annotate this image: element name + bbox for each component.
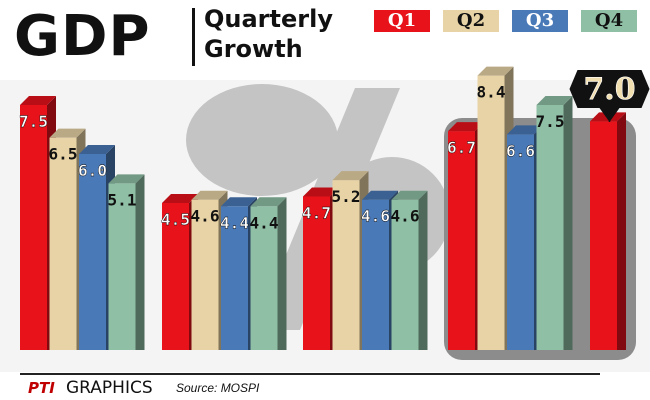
header: GDP Quarterly Growth Q1 Q2 Q3 Q4 bbox=[0, 0, 650, 80]
bar-value-label: 4.4 bbox=[220, 213, 249, 232]
bar-front bbox=[191, 199, 219, 350]
bar-q4-group-1: 5.1 bbox=[108, 174, 145, 350]
bar-value-label: 5.1 bbox=[108, 190, 137, 209]
bar-value-label: 4.6 bbox=[391, 207, 420, 226]
percent-symbol-top-circle bbox=[186, 84, 338, 196]
bar-front bbox=[108, 183, 136, 350]
bar-value-label: 4.4 bbox=[250, 213, 279, 232]
bar-top bbox=[303, 187, 339, 197]
bar-q3-group-4: 6.6 bbox=[506, 125, 543, 351]
bar-q2-group-1: 6.5 bbox=[49, 128, 86, 350]
bar-front bbox=[362, 199, 389, 350]
highlight-badge: 7.0 bbox=[569, 70, 650, 122]
legend-item-q2: Q2 bbox=[443, 10, 499, 32]
source-text: Source: MOSPI bbox=[176, 381, 260, 395]
credit-logo: PTI bbox=[28, 379, 55, 397]
bar-side bbox=[563, 96, 573, 350]
bar-front bbox=[448, 131, 475, 350]
bar-q4-group-2: 4.4 bbox=[250, 197, 287, 350]
bar-value-label: 8.4 bbox=[477, 83, 506, 102]
legend-item-q4: Q4 bbox=[581, 10, 637, 32]
bar-top bbox=[477, 66, 514, 76]
bar-front bbox=[590, 121, 617, 350]
bar-top bbox=[191, 190, 228, 200]
bar-front bbox=[20, 105, 47, 350]
title-divider bbox=[192, 8, 195, 66]
chart-subtitle-line1: Quarterly bbox=[204, 5, 333, 33]
bar-top bbox=[108, 174, 145, 184]
bar-q3-group-2: 4.4 bbox=[220, 197, 257, 350]
bar-front bbox=[250, 206, 278, 350]
bar-q4-group-4: 7.5 bbox=[536, 96, 573, 350]
bar-front bbox=[332, 180, 360, 350]
badge-pointer bbox=[599, 108, 620, 122]
bar-front bbox=[507, 134, 534, 350]
legend-item-q1: Q1 bbox=[374, 10, 430, 32]
bar-value-label: 6.5 bbox=[49, 145, 78, 164]
bar-front bbox=[303, 196, 330, 350]
footer-rule bbox=[20, 373, 600, 375]
bar-side bbox=[418, 190, 428, 350]
bar-top bbox=[536, 96, 573, 105]
badge-value-label: 7.0 bbox=[583, 72, 635, 107]
chart-title: GDP bbox=[14, 4, 151, 69]
footer bbox=[0, 372, 650, 400]
bar-q1-group-5 bbox=[590, 112, 626, 350]
bar-top bbox=[507, 125, 543, 135]
bar-side bbox=[277, 197, 287, 350]
bar-q1-group-2: 4.5 bbox=[161, 194, 198, 350]
bar-top bbox=[49, 128, 86, 138]
bar-value-label: 6.0 bbox=[78, 161, 107, 180]
bar-top bbox=[448, 122, 484, 132]
bar-front bbox=[391, 199, 419, 350]
bar-top bbox=[362, 190, 398, 200]
bar-front bbox=[477, 75, 505, 350]
bar-value-label: 4.6 bbox=[191, 207, 220, 226]
bar-top bbox=[162, 194, 198, 203]
bar-front bbox=[221, 206, 248, 350]
bar-top bbox=[391, 190, 428, 200]
bar-value-label: 7.5 bbox=[536, 112, 565, 131]
bar-side bbox=[617, 112, 626, 350]
bar-front bbox=[536, 105, 564, 350]
bar-front bbox=[49, 137, 77, 350]
bar-side bbox=[135, 174, 145, 350]
badge-layer: 7.0 bbox=[569, 70, 650, 122]
bar-top bbox=[250, 197, 287, 207]
chart-subtitle-line2: Growth bbox=[204, 35, 303, 63]
bar-q4-group-3: 4.6 bbox=[391, 190, 428, 350]
bar-value-label: 4.7 bbox=[302, 203, 331, 222]
bar-front bbox=[79, 154, 106, 350]
bar-value-label: 4.6 bbox=[361, 207, 390, 226]
legend-item-q3: Q3 bbox=[512, 10, 568, 32]
bar-value-label: 4.5 bbox=[161, 210, 190, 229]
bar-value-label: 5.2 bbox=[332, 187, 361, 206]
bar-top bbox=[221, 197, 257, 207]
badge-shape bbox=[569, 70, 650, 108]
bar-front bbox=[162, 203, 189, 350]
bar-top bbox=[332, 171, 369, 181]
bar-value-label: 6.6 bbox=[506, 141, 535, 160]
bar-top bbox=[20, 96, 56, 105]
credit-text: GRAPHICS bbox=[66, 378, 153, 398]
bar-top bbox=[79, 145, 115, 154]
bar-value-label: 7.5 bbox=[19, 112, 48, 131]
bar-value-label: 6.7 bbox=[447, 138, 476, 157]
